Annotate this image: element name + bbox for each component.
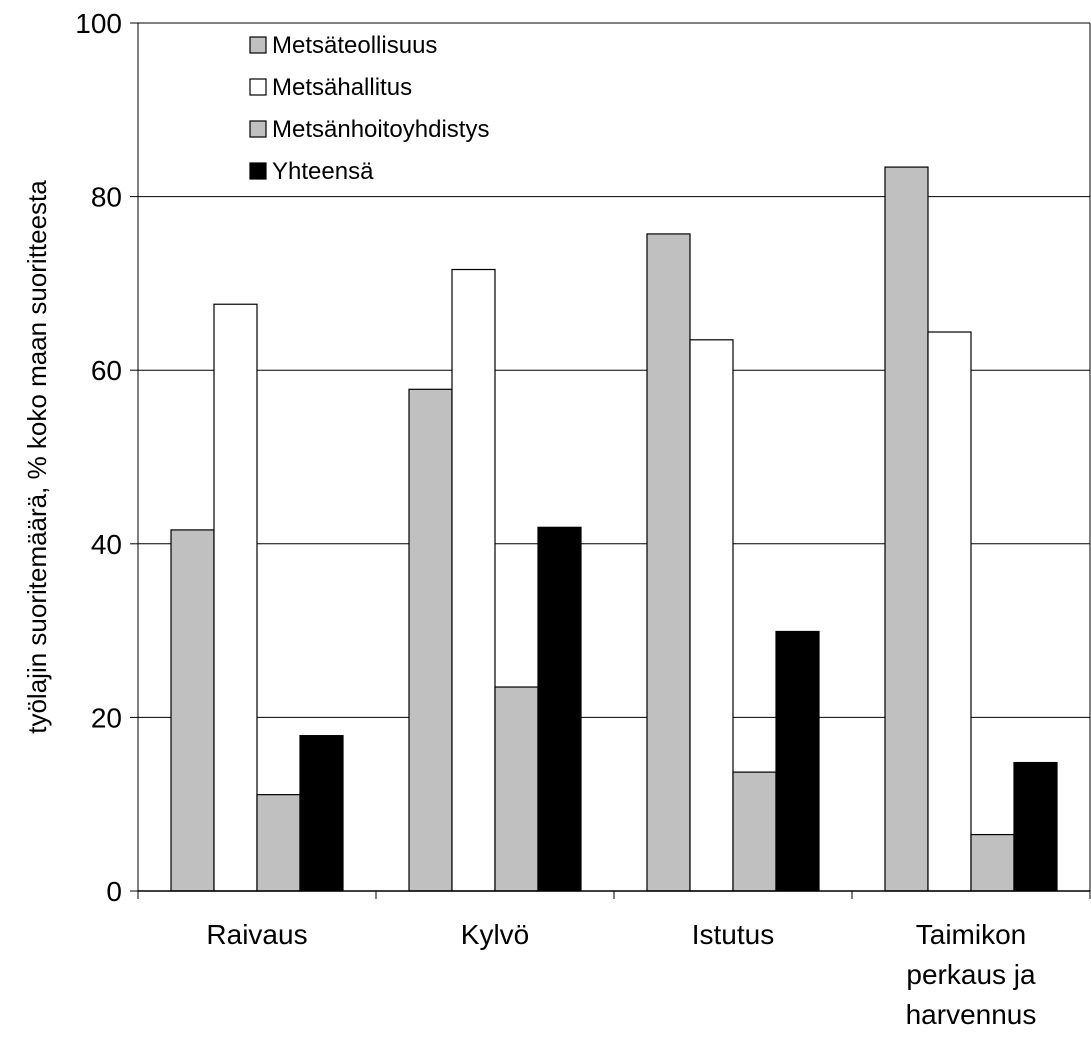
bar [256, 794, 301, 892]
bar [646, 233, 691, 892]
y-tick-label: 0 [106, 876, 122, 907]
bar [884, 166, 929, 892]
y-tick-label: 20 [91, 702, 122, 733]
legend-label: Yhteensä [272, 158, 374, 185]
bar [689, 339, 734, 892]
x-tick-label: Raivaus [206, 919, 307, 950]
y-tick-label: 100 [75, 8, 122, 39]
bar [170, 529, 215, 892]
bars [170, 166, 1058, 892]
x-tick-label: Istutus [692, 919, 774, 950]
bar [537, 526, 582, 892]
x-tick-label: harvennus [906, 999, 1037, 1030]
y-tick-label: 80 [91, 182, 122, 213]
bar [213, 303, 258, 892]
x-tick-label: Kylvö [461, 919, 529, 950]
y-axis-title: työlajin suoritemäärä, % koko maan suori… [22, 180, 52, 734]
bar [927, 331, 972, 892]
y-tick-label: 60 [91, 355, 122, 386]
bar [775, 630, 820, 892]
bar [732, 771, 777, 892]
legend: Metsäteollisuus Metsähallitus Metsänhoitoy… [249, 32, 489, 185]
bar [494, 686, 539, 892]
legend-label: Metsäteollisuus [272, 32, 437, 59]
x-tick-label: perkaus ja [906, 959, 1036, 990]
legend-swatch [249, 162, 267, 180]
bar [299, 735, 344, 892]
legend-swatch [249, 36, 267, 54]
legend-label: Metsähallitus [272, 74, 412, 101]
bar [451, 268, 496, 892]
axes: 0 20 40 60 80 100 Raivaus Kylvö Istutus Taimikon p… [75, 8, 1091, 1030]
bar [970, 833, 1015, 892]
legend-label: Metsänhoitoyhdistys [272, 116, 489, 143]
legend-swatch [249, 78, 267, 96]
bar [1013, 761, 1058, 892]
x-tick-label: Taimikon [916, 919, 1026, 950]
legend-swatch [249, 120, 267, 138]
bar [408, 388, 453, 892]
y-tick-label: 40 [91, 529, 122, 560]
